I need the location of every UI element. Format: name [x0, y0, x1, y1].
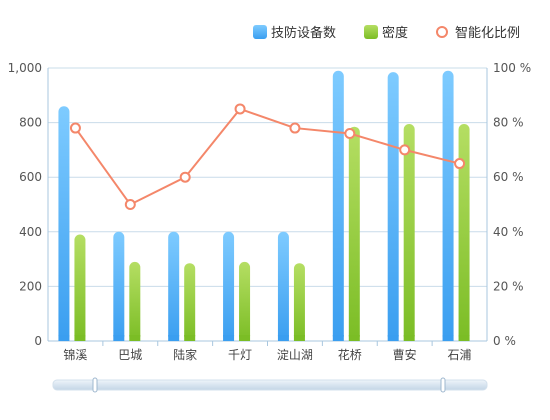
bar-equipment[interactable]	[332, 70, 344, 341]
line-point[interactable]	[69, 122, 81, 134]
bar-base	[74, 335, 86, 341]
bar-base	[277, 335, 289, 341]
line-point[interactable]	[124, 199, 136, 210]
bar-base	[458, 335, 470, 341]
y-right-tick-label: 80 %	[493, 116, 524, 130]
legend: 技防设备数 密度 智能化比例	[253, 25, 520, 41]
y-left-tick-label: 600	[19, 170, 42, 184]
bar-density[interactable]	[458, 123, 470, 341]
bar-base	[442, 335, 454, 341]
bar-density[interactable]	[184, 263, 196, 341]
bars	[58, 70, 470, 341]
y-right-tick-label: 0 %	[493, 334, 516, 348]
bar-equipment[interactable]	[442, 70, 454, 341]
zoom-track[interactable]	[52, 379, 488, 391]
bar-base	[58, 335, 70, 341]
bar-base	[403, 335, 415, 341]
bar-base	[184, 335, 196, 341]
bar-base	[129, 335, 141, 341]
bar-base	[168, 335, 180, 341]
x-tick-label: 锦溪	[63, 348, 87, 362]
bar-equipment[interactable]	[168, 231, 180, 341]
bar-density[interactable]	[239, 261, 251, 341]
zoom-handle[interactable]	[440, 377, 446, 393]
bar-density[interactable]	[348, 126, 360, 341]
y-left-tick-label: 400	[19, 225, 42, 239]
bar-equipment[interactable]	[58, 106, 70, 341]
x-tick-label: 石浦	[448, 348, 472, 362]
x-tick-label: 淀山湖	[277, 347, 313, 362]
bar-equipment[interactable]	[113, 231, 125, 341]
legend-item[interactable]: 技防设备数	[253, 25, 336, 41]
line-point[interactable]	[344, 128, 356, 140]
line-intelligent-ratio	[74, 107, 460, 206]
y-right-tick-label: 40 %	[493, 225, 524, 239]
line-point[interactable]	[234, 103, 246, 115]
bar-base	[348, 335, 360, 341]
bar-equipment[interactable]	[223, 231, 235, 341]
legend-swatch	[436, 26, 448, 38]
bar-density[interactable]	[403, 123, 415, 341]
line-point[interactable]	[454, 158, 466, 170]
line-series	[69, 103, 466, 210]
bar-base	[387, 335, 399, 341]
zoom-handle[interactable]	[92, 377, 98, 393]
legend-item[interactable]: 密度	[364, 25, 408, 41]
y-right-tick-label: 20 %	[493, 279, 524, 293]
legend-label: 智能化比例	[455, 26, 520, 41]
axis-labels: 0 200 400 600 800 1,000 0 % 20 % 40 % 60 % 80 % 100…	[8, 61, 531, 362]
bar-base	[113, 335, 125, 341]
bar-base	[293, 335, 305, 341]
data-zoom-slider[interactable]	[52, 377, 488, 393]
x-tick-label: 陆家	[173, 347, 197, 362]
legend-item[interactable]: 智能化比例	[436, 26, 520, 41]
bar-equipment[interactable]	[387, 72, 399, 341]
bar-equipment[interactable]	[277, 231, 289, 341]
x-tick-label: 巴城	[118, 348, 142, 362]
y-left-tick-label: 0	[34, 334, 42, 348]
legend-label: 密度	[382, 25, 408, 41]
bar-density[interactable]	[74, 234, 86, 341]
y-left-tick-label: 200	[19, 279, 42, 293]
bar-base	[239, 335, 251, 341]
x-tick-label: 花桥	[338, 347, 362, 362]
y-left-tick-label: 1,000	[8, 61, 42, 75]
y-right-tick-label: 60 %	[493, 170, 524, 184]
y-right-tick-label: 100 %	[493, 61, 531, 75]
legend-swatch	[364, 25, 378, 39]
bar-density[interactable]	[129, 261, 141, 341]
line-point[interactable]	[289, 122, 301, 134]
x-tick-label: 千灯	[228, 348, 252, 362]
legend-swatch	[253, 25, 267, 39]
line-point[interactable]	[179, 171, 191, 183]
bar-base	[223, 335, 235, 341]
line-point[interactable]	[399, 144, 411, 156]
bar-density[interactable]	[293, 263, 305, 341]
y-left-tick-label: 800	[19, 116, 42, 130]
bar-base	[332, 335, 344, 341]
legend-label: 技防设备数	[271, 25, 336, 41]
x-tick-label: 曹安	[393, 347, 417, 362]
